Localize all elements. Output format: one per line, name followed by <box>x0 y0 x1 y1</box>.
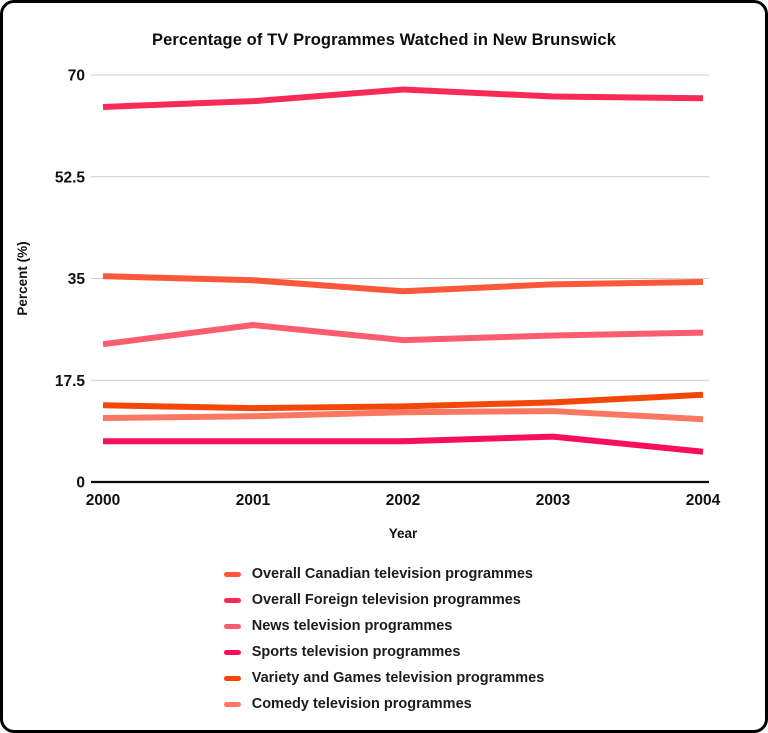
legend-label: News television programmes <box>251 618 453 634</box>
y-axis-title: Percent (%) <box>15 241 30 315</box>
legend-swatch-icon <box>223 597 241 603</box>
legend-item: Overall Canadian television programmes <box>223 564 533 584</box>
legend-swatch-icon <box>223 701 241 707</box>
legend-item: News television programmes <box>223 616 453 636</box>
x-tick-label: 2001 <box>236 492 271 509</box>
y-tick-label: 17.5 <box>55 373 86 390</box>
legend-swatch-icon <box>223 675 241 681</box>
chart-title: Percentage of TV Programmes Watched in N… <box>152 31 616 49</box>
legend-item: Overall Foreign television programmes <box>223 590 521 610</box>
series-line <box>102 322 704 348</box>
series-line <box>102 391 704 412</box>
series-line <box>103 433 704 455</box>
legend-label: Variety and Games television programmes <box>251 670 545 686</box>
legend-item: Comedy television programmes <box>223 694 472 714</box>
legend-label: Sports television programmes <box>251 644 461 660</box>
legend: Overall Canadian television programmes Ov… <box>3 564 765 714</box>
legend-swatch-icon <box>223 571 241 577</box>
legend-label: Overall Canadian television programmes <box>251 566 533 582</box>
legend-item: Sports television programmes <box>223 642 461 662</box>
legend-swatch-icon <box>223 623 241 629</box>
y-tick-label: 35 <box>68 271 86 288</box>
x-tick-label: 2004 <box>686 492 721 509</box>
series-line <box>102 273 704 295</box>
line-chart: 0 17.5 35 52.5 70 2000 2001 2002 2003 2004 Percent… <box>15 68 721 542</box>
series-line <box>102 408 704 423</box>
legend-label: Overall Foreign television programmes <box>251 592 521 608</box>
y-tick-label: 0 <box>76 475 85 492</box>
legend-label: Comedy television programmes <box>251 696 472 712</box>
x-tick-label: 2002 <box>386 492 420 509</box>
legend-item: Variety and Games television programmes <box>223 668 545 688</box>
series-line <box>102 86 704 110</box>
y-tick-label: 52.5 <box>55 169 86 186</box>
legend-items: Overall Canadian television programmes Ov… <box>223 564 545 714</box>
legend-swatch-icon <box>223 649 241 655</box>
y-tick-label: 70 <box>68 68 85 85</box>
x-tick-label: 2003 <box>536 492 571 509</box>
x-tick-label: 2000 <box>86 492 120 509</box>
x-axis-title: Year <box>389 526 418 541</box>
